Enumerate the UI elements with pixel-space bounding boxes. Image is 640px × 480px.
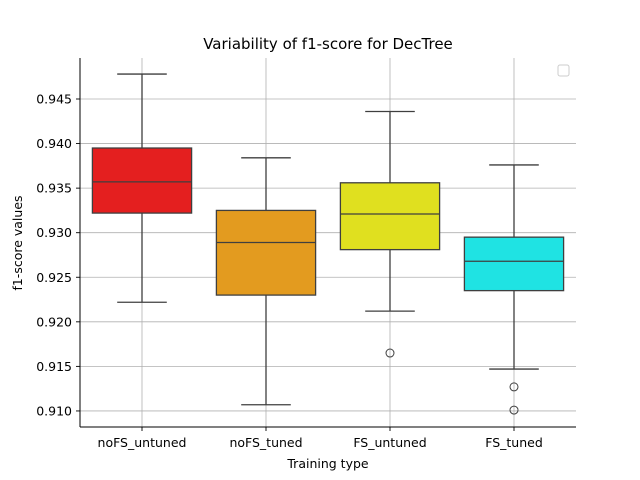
x-axis-label: Training type <box>286 456 369 471</box>
y-tick-label: 0.915 <box>36 359 72 374</box>
box-layer <box>91 73 565 415</box>
y-tick-label: 0.930 <box>36 225 72 240</box>
outlier-point <box>385 348 395 358</box>
x-tick-label: FS_untuned <box>353 435 426 450</box>
y-tick-label: 0.925 <box>36 270 72 285</box>
iqr-box <box>339 182 441 251</box>
x-tick-label: noFS_tuned <box>229 435 302 450</box>
y-tick-label: 0.945 <box>36 92 72 107</box>
axis-layer: 0.910 0.915 0.920 0.925 0.930 0.935 0.940 0.945… <box>36 58 576 450</box>
x-tick-label: FS_tuned <box>485 435 543 450</box>
box-group-FS_untuned <box>339 110 441 358</box>
y-tick-label: 0.940 <box>36 136 72 151</box>
outlier-point <box>509 405 519 415</box>
iqr-box <box>463 236 565 292</box>
chart-title: Variability of f1-score for DecTree <box>203 35 453 53</box>
y-tick-label: 0.910 <box>36 403 72 418</box>
y-tick-label: 0.920 <box>36 314 72 329</box>
box-group-noFS_tuned <box>215 157 317 406</box>
y-tick-label: 0.935 <box>36 181 72 196</box>
iqr-box <box>91 147 193 214</box>
box-group-noFS_untuned <box>91 73 193 303</box>
y-axis-label: f1-score values <box>10 195 25 290</box>
x-tick-label: noFS_untuned <box>98 435 187 450</box>
iqr-box <box>215 209 317 296</box>
box-group-FS_tuned <box>463 164 565 415</box>
legend-box <box>557 64 570 77</box>
outlier-point <box>509 382 519 392</box>
